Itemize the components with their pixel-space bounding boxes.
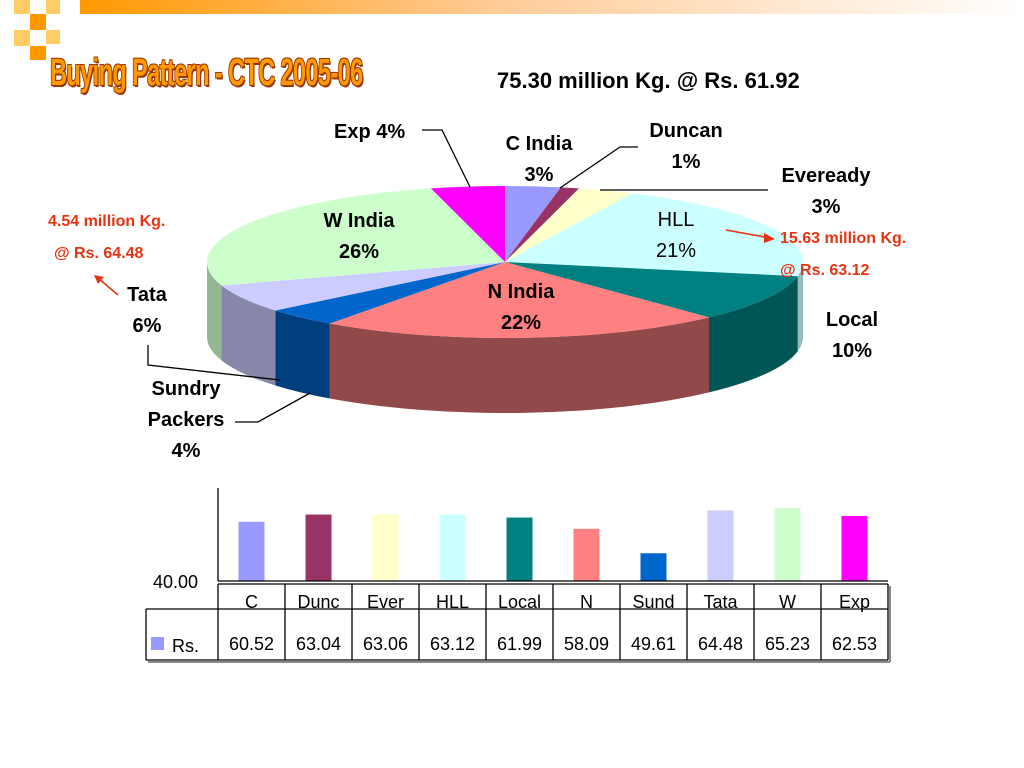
bar-w — [774, 508, 801, 581]
label-duncan: Duncan 1% — [649, 120, 723, 173]
x-tick-label: Exp — [839, 592, 870, 612]
data-label: 63.06 — [363, 634, 408, 654]
bar-local — [506, 517, 533, 581]
x-tick-label: C — [245, 592, 258, 612]
bar-tata — [707, 510, 734, 581]
pie-slice-c-india — [505, 186, 561, 262]
bar-dunc — [305, 514, 332, 581]
x-tick-label: Dunc — [297, 592, 339, 612]
bar-ever — [372, 514, 399, 581]
data-label: 49.61 — [631, 634, 676, 654]
pie-side-n-india — [329, 317, 709, 413]
data-label: 63.04 — [296, 634, 341, 654]
data-label: 62.53 — [832, 634, 877, 654]
x-tick-label: Ever — [367, 592, 404, 612]
legend-label: Rs. — [172, 636, 199, 656]
bar-c — [238, 521, 265, 581]
note-hll: 15.63 million Kg. @ Rs. 63.12 — [780, 230, 907, 279]
data-label: 65.23 — [765, 634, 810, 654]
total-volume-rate: 75.30 million Kg. @ Rs. 61.92 — [497, 68, 800, 93]
x-tick-label: W — [779, 592, 796, 612]
data-label: 58.09 — [564, 634, 609, 654]
corner-decoration — [0, 0, 80, 62]
bar-hll — [439, 514, 466, 581]
label-eveready: Eveready 3% — [781, 165, 871, 218]
pie-side-sundry-packers — [275, 310, 330, 399]
label-tata: Tata 6% — [127, 284, 167, 337]
x-tick-label: Sund — [632, 592, 674, 612]
bar-chart: 40.00 C 60.52 Dunc 63.04 Ever 63.06 HLL 63.12 Loc… — [145, 488, 891, 663]
x-tick-label: N — [580, 592, 593, 612]
y-tick-label: 40.00 — [153, 572, 198, 592]
label-n-india: N India 22% — [487, 281, 555, 334]
bar-sund — [640, 553, 667, 581]
pie-slice-sundry-packers — [275, 262, 505, 324]
pie-slice-tata — [221, 262, 506, 311]
label-sundry-packers: Sundry Packers 4% — [147, 378, 225, 462]
label-c-india: C India 3% — [505, 133, 573, 186]
data-label: 60.52 — [229, 634, 274, 654]
legend-swatch — [151, 637, 164, 650]
pie-slice-local — [505, 262, 798, 318]
x-tick-label: Tata — [703, 592, 738, 612]
data-label: 64.48 — [698, 634, 743, 654]
note-tata: 4.54 million Kg. @ Rs. 64.48 — [48, 213, 166, 262]
data-label: 63.12 — [430, 634, 475, 654]
pie-slice-hll — [505, 193, 804, 277]
data-label: 61.99 — [497, 634, 542, 654]
label-local: Local 10% — [825, 309, 879, 362]
bar-n — [573, 528, 600, 581]
pie-side-tata — [221, 285, 276, 386]
x-tick-label: Local — [498, 592, 541, 612]
label-w-india: W India 26% — [323, 210, 395, 263]
pie-slice-w-india — [206, 188, 505, 286]
pie-side-hll — [797, 262, 803, 352]
slide-title: Buying Pattern - CTC 2005-06 — [50, 52, 363, 94]
header-gradient-bar — [80, 0, 1024, 14]
pie-side-local — [708, 276, 798, 393]
x-tick-label: HLL — [436, 592, 469, 612]
pie-chart — [94, 129, 804, 423]
pie-slice-exp — [430, 186, 505, 262]
bar-exp — [841, 516, 868, 581]
label-exp: Exp 4% — [334, 121, 406, 143]
pie-slice-eveready — [505, 188, 632, 262]
pie-side-w-india — [207, 262, 222, 361]
label-hll: HLL 21% — [655, 209, 697, 262]
pie-slice-duncan — [505, 187, 580, 262]
pie-slice-n-india — [329, 262, 709, 338]
